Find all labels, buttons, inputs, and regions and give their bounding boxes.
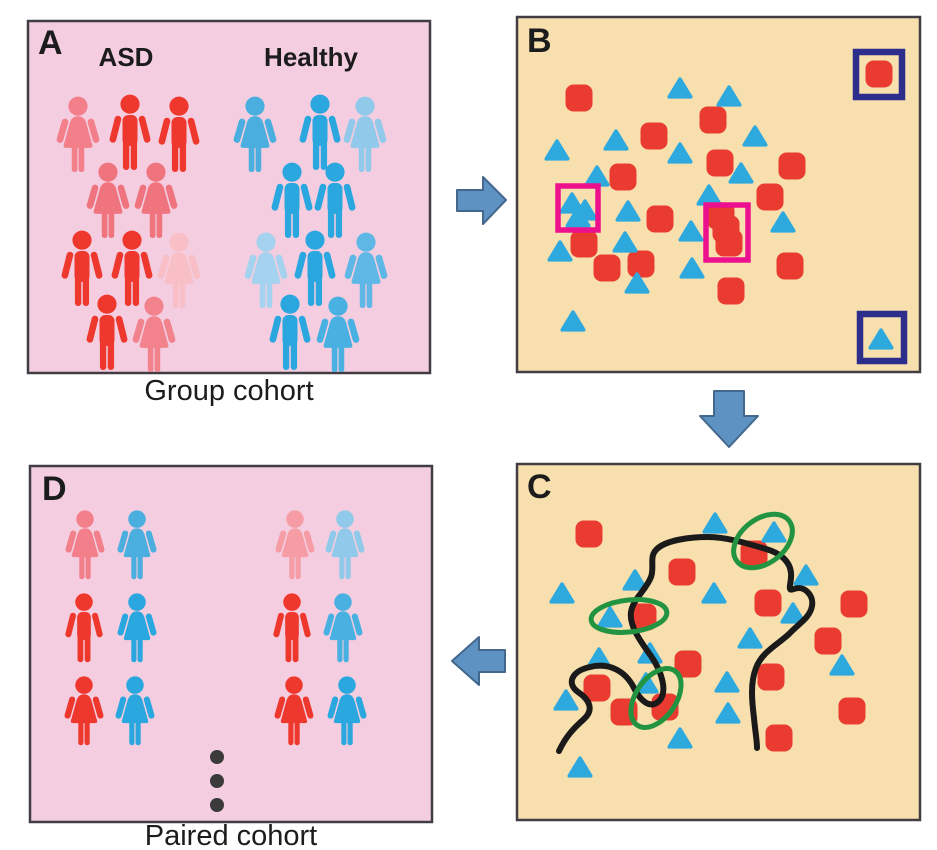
red-square-marker [583,674,611,702]
red-square-marker [629,603,657,631]
matched-pair-ellipse [588,597,670,635]
matched-pair-ellipse [731,511,795,571]
panel-b-letter: B [527,22,552,60]
panel-a-group-cohort [26,19,432,375]
panel-d-letter: D [42,470,67,508]
red-square-marker [865,60,893,88]
group-cohort-caption: Group cohort [144,375,314,407]
red-square-marker [715,229,743,257]
red-square-marker [814,627,842,655]
red-square-marker [593,254,621,282]
red-square-marker [717,277,745,305]
decision-boundary-curve [556,533,816,754]
red-square-marker [699,106,727,134]
red-square-marker [840,590,868,618]
red-square-marker [674,650,702,678]
red-square-marker [575,520,603,548]
red-square-marker [627,250,655,278]
red-square-marker [570,230,598,258]
magenta-highlight-box [703,202,751,263]
red-square-marker [609,163,637,191]
panel-c-letter: C [527,468,552,506]
ellipsis-dot [210,798,224,812]
matched-pair-ellipse [628,666,684,730]
red-square-marker [778,152,806,180]
arrow-b-to-c [699,390,759,448]
magenta-highlight-box [555,183,601,233]
panel-d-paired-cohort [28,464,434,824]
arrow-a-to-b [456,176,507,225]
red-square-marker [776,252,804,280]
healthy-group-label: Healthy [264,42,358,72]
ellipsis-dot [210,750,224,764]
red-square-marker [706,149,734,177]
asd-group-label: ASD [98,42,154,72]
panel-a-letter: A [38,24,63,62]
red-square-marker [754,589,782,617]
navy-outlier-box [852,48,906,101]
red-square-marker [757,663,785,691]
red-square-marker [765,724,793,752]
red-square-marker [565,84,593,112]
paired-cohort-caption: Paired cohort [144,820,318,850]
red-square-marker [838,697,866,725]
navy-outlier-box [856,310,908,365]
red-square-marker [756,183,784,211]
ellipsis-dot [210,774,224,788]
red-square-marker [668,558,696,586]
red-square-marker [646,205,674,233]
arrow-c-to-d [451,636,506,686]
red-square-marker [640,122,668,150]
